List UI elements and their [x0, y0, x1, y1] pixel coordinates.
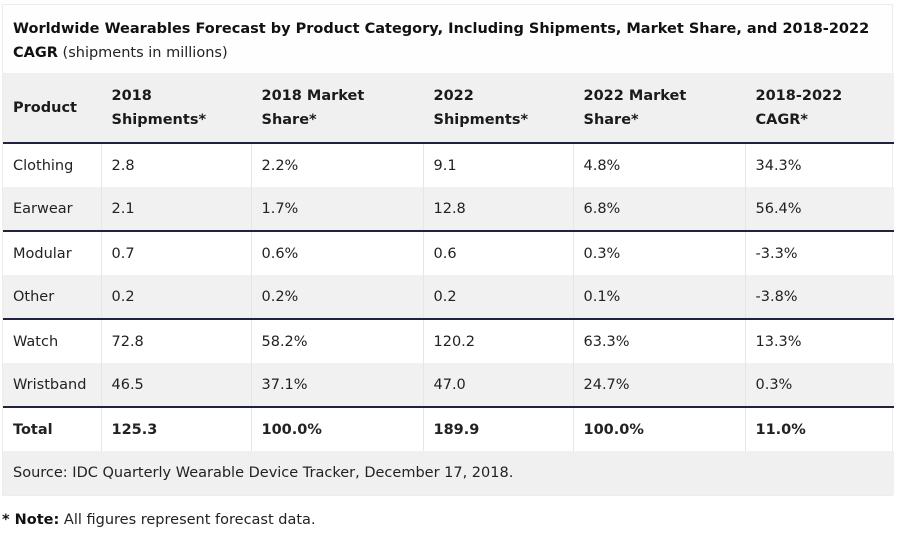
cell-product: Earwear: [3, 187, 101, 232]
header-row: Product 2018 Shipments* 2018 Market Share*…: [3, 73, 894, 144]
cell-2022-share: 24.7%: [572, 363, 745, 408]
table-row: Wristband 46.5 37.1% 47.0 24.7% 0.3%: [3, 363, 894, 408]
cell-2022-shipments: 12.8: [422, 187, 573, 232]
cell-2018-shipments: 0.7: [100, 231, 251, 275]
cell-2018-shipments: 72.8: [100, 319, 251, 363]
cell-2022-share: 6.8%: [572, 187, 745, 232]
table-row: Watch 72.8 58.2% 120.2 63.3% 13.3%: [3, 319, 894, 363]
cell-cagr: 13.3%: [744, 319, 894, 363]
source-row: Source: IDC Quarterly Wearable Device Tr…: [3, 451, 894, 495]
forecast-table-container: Worldwide Wearables Forecast by Product …: [2, 4, 894, 496]
cell-2018-share: 0.6%: [250, 231, 423, 275]
footnote-label: * Note:: [2, 512, 60, 528]
table-row: Modular 0.7 0.6% 0.6 0.3% -3.3%: [3, 231, 894, 275]
table-row: Clothing 2.8 2.2% 9.1 4.8% 34.3%: [3, 143, 894, 187]
total-2022-share: 100.0%: [572, 407, 745, 451]
cell-2022-shipments: 9.1: [422, 143, 573, 187]
cell-cagr: -3.8%: [744, 275, 894, 320]
footnote-text: All figures represent forecast data.: [59, 512, 316, 528]
cell-2022-share: 0.1%: [572, 275, 745, 320]
cell-2018-share: 1.7%: [250, 187, 423, 232]
source-text: Source: IDC Quarterly Wearable Device Tr…: [3, 451, 894, 495]
cell-2018-shipments: 2.8: [100, 143, 251, 187]
caption-title: Worldwide Wearables Forecast by Product …: [13, 21, 870, 61]
header-2022-shipments: 2022 Shipments*: [422, 73, 573, 144]
header-2018-shipments: 2018 Shipments*: [100, 73, 251, 144]
cell-2018-share: 37.1%: [250, 363, 423, 408]
header-2018-market-share: 2018 Market Share*: [250, 73, 423, 144]
cell-2018-shipments: 0.2: [100, 275, 251, 320]
total-2018-share: 100.0%: [250, 407, 423, 451]
header-2022-market-share: 2022 Market Share*: [572, 73, 745, 144]
cell-2022-shipments: 47.0: [422, 363, 573, 408]
total-label: Total: [13, 421, 53, 438]
cell-cagr: 0.3%: [744, 363, 894, 408]
cell-2022-share: 0.3%: [572, 231, 745, 275]
table-caption: Worldwide Wearables Forecast by Product …: [3, 5, 892, 73]
cell-2018-shipments: 2.1: [100, 187, 251, 232]
total-row: Total 125.3 100.0% 189.9 100.0% 11.0%: [3, 407, 894, 451]
table-row: Earwear 2.1 1.7% 12.8 6.8% 56.4%: [3, 187, 894, 232]
wearables-forecast-table: Product 2018 Shipments* 2018 Market Share*…: [3, 73, 894, 495]
header-cagr: 2018-2022 CAGR*: [744, 73, 894, 144]
total-2018-shipments: 125.3: [100, 407, 251, 451]
cell-2018-shipments: 46.5: [100, 363, 251, 408]
cell-product: Watch: [13, 333, 59, 350]
cell-2018-share: 58.2%: [250, 319, 423, 363]
cell-2022-shipments: 120.2: [422, 319, 573, 363]
total-2022-shipments: 189.9: [422, 407, 573, 451]
cell-2022-share: 63.3%: [572, 319, 745, 363]
cell-2022-share: 4.8%: [572, 143, 745, 187]
caption-subtitle: (shipments in millions): [57, 45, 228, 61]
header-product: Product: [3, 73, 101, 144]
cell-cagr: -3.3%: [744, 231, 894, 275]
cell-2018-share: 2.2%: [250, 143, 423, 187]
total-cagr: 11.0%: [744, 407, 894, 451]
cell-2022-shipments: 0.6: [422, 231, 573, 275]
cell-product: Wristband: [3, 363, 101, 408]
cell-2018-share: 0.2%: [250, 275, 423, 320]
cell-cagr: 56.4%: [744, 187, 894, 232]
cell-product: Other: [3, 275, 101, 320]
cell-product: Modular: [13, 245, 72, 262]
cell-product: Clothing: [13, 157, 74, 174]
cell-2022-shipments: 0.2: [422, 275, 573, 320]
footnote: * Note: All figures represent forecast d…: [2, 512, 316, 528]
cell-cagr: 34.3%: [744, 143, 894, 187]
table-row: Other 0.2 0.2% 0.2 0.1% -3.8%: [3, 275, 894, 320]
